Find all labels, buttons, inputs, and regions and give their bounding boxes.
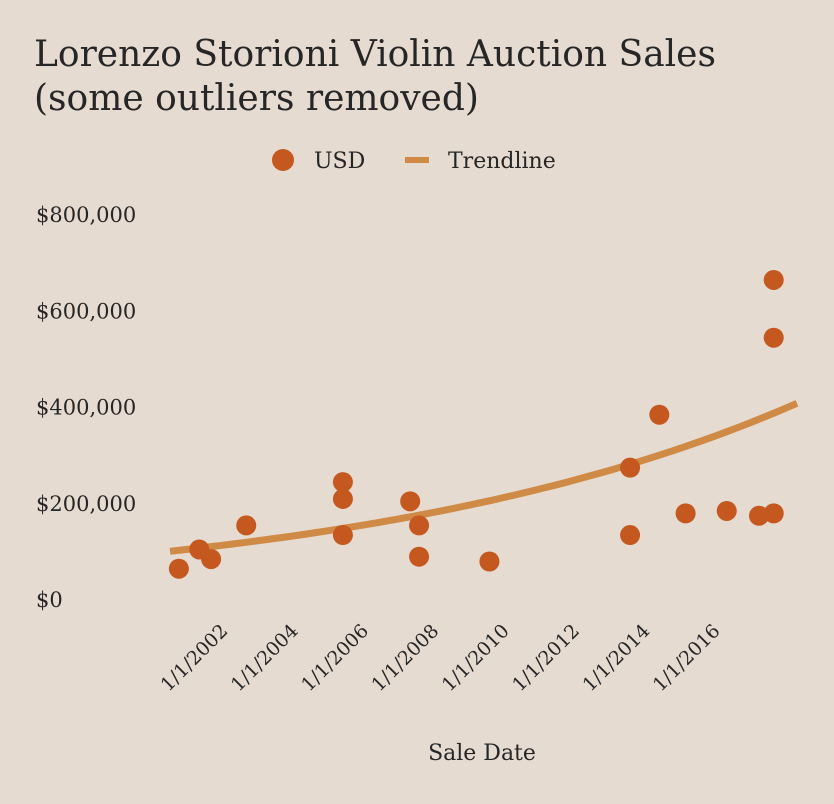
legend: USD Trendline	[272, 149, 556, 174]
data-point	[649, 404, 670, 425]
legend-trendline-label: Trendline	[448, 149, 556, 174]
x-tick-label: 1/1/2010	[438, 620, 514, 696]
y-tick-label: $400,000	[36, 396, 136, 420]
data-point	[620, 457, 641, 478]
x-axis-label: Sale Date	[428, 741, 536, 766]
data-point	[332, 488, 353, 509]
data-point	[748, 505, 769, 526]
y-tick-label: $800,000	[36, 203, 136, 227]
x-tick-label: 1/1/2004	[227, 620, 303, 696]
data-point	[332, 472, 353, 493]
chart-title-line-1: Lorenzo Storioni Violin Auction Sales	[34, 34, 716, 75]
x-tick-label: 1/1/2014	[578, 620, 654, 696]
data-point	[201, 549, 222, 570]
legend-usd-marker	[272, 149, 294, 171]
data-point	[479, 551, 500, 572]
x-tick-label: 1/1/2008	[367, 620, 443, 696]
legend-usd-label: USD	[314, 149, 365, 174]
data-point	[400, 491, 421, 512]
data-point	[620, 525, 641, 546]
y-tick-label: $0	[36, 588, 63, 612]
x-tick-label: 1/1/2016	[649, 620, 725, 696]
x-tick-label: 1/1/2002	[156, 620, 232, 696]
x-tick-label: 1/1/2012	[508, 620, 584, 696]
data-point	[332, 525, 353, 546]
data-point	[409, 546, 430, 567]
data-point	[409, 515, 430, 536]
data-point	[716, 500, 737, 521]
x-tick-label: 1/1/2006	[297, 620, 373, 696]
data-point	[763, 503, 784, 524]
data-point	[763, 269, 784, 290]
data-point	[675, 503, 696, 524]
data-point	[168, 558, 189, 579]
data-point	[763, 327, 784, 348]
y-tick-label: $600,000	[36, 299, 136, 323]
trendline-layer	[169, 400, 799, 555]
y-axis-ticks: $0 $200,000 $400,000 $600,000 $800,000	[36, 203, 136, 612]
trendline	[169, 400, 799, 555]
chart-title-line-2: (some outliers removed)	[34, 78, 479, 119]
points-layer	[168, 269, 784, 579]
legend-trendline-marker	[405, 157, 429, 163]
y-tick-label: $200,000	[36, 492, 136, 516]
x-axis-ticks: 1/1/20021/1/20041/1/20061/1/20081/1/2010…	[156, 620, 724, 696]
data-point	[236, 515, 257, 536]
